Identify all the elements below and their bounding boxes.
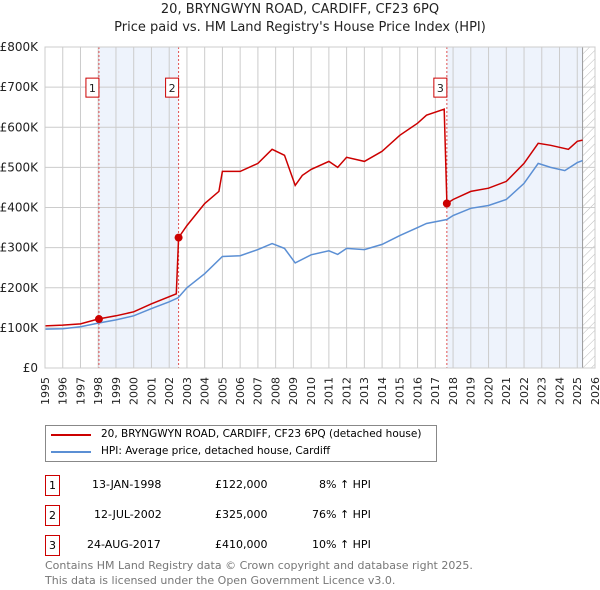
y-tick-label: £300K — [0, 241, 39, 255]
footer-licence: This data is licensed under the Open Gov… — [45, 574, 396, 587]
sale-price: £410,000 — [215, 538, 268, 551]
x-tick-label: 2020 — [482, 377, 495, 405]
x-tick-label: 2016 — [411, 377, 424, 405]
sale-date: 24-AUG-2017 — [87, 538, 161, 551]
x-tick-label: 2008 — [269, 377, 282, 405]
x-tick-label: 2019 — [465, 377, 478, 405]
y-tick-label: £600K — [0, 120, 39, 134]
x-tick-label: 2018 — [447, 377, 460, 405]
x-tick-label: 2007 — [252, 377, 265, 405]
x-tick-label: 1996 — [57, 377, 70, 405]
sale-row: 3 24-AUG-2017 £410,000 10% ↑ HPI — [45, 535, 445, 556]
footer-copyright: Contains HM Land Registry data © Crown c… — [45, 559, 473, 572]
x-tick-label: 2021 — [500, 377, 513, 405]
sale-label-box — [433, 77, 448, 98]
y-tick-label: £700K — [0, 80, 39, 94]
y-tick-label: £200K — [0, 281, 39, 295]
x-tick-label: 2022 — [518, 377, 531, 405]
hpi-line — [44, 159, 583, 330]
sale-hpi: 76% ↑ HPI — [312, 508, 371, 521]
x-tick-label: 2025 — [571, 377, 584, 405]
legend-blue-label: HPI: Average price, detached house, Card… — [101, 445, 331, 457]
x-tick-label: 2013 — [358, 377, 371, 405]
x-tick-label: 2017 — [429, 377, 442, 405]
x-tick-label: 2001 — [145, 377, 158, 405]
x-tick-label: 2004 — [199, 377, 212, 405]
legend-blue-swatch — [51, 450, 91, 453]
x-tick-label: 2005 — [216, 377, 229, 405]
x-tick-label: 2012 — [340, 377, 353, 405]
x-tick-label: 2026 — [589, 377, 600, 405]
legend-red-swatch — [51, 433, 91, 436]
x-tick-label: 2009 — [287, 377, 300, 405]
x-tick-label: 1995 — [39, 377, 52, 405]
sale-row: 2 12-JUL-2002 £325,000 76% ↑ HPI — [45, 505, 445, 526]
x-tick-label: 2023 — [536, 377, 549, 405]
plot-border — [44, 46, 596, 369]
x-tick-label: 2003 — [181, 377, 194, 405]
sale-date: 13-JAN-1998 — [92, 478, 162, 491]
sale-date: 12-JUL-2002 — [94, 508, 162, 521]
sale-hpi: 10% ↑ HPI — [312, 538, 371, 551]
y-tick-label: £400K — [0, 201, 39, 215]
sale-number: 2 — [45, 505, 60, 526]
sale-label-box — [165, 77, 180, 98]
sale-price: £325,000 — [215, 508, 268, 521]
x-tick-label: 2015 — [394, 377, 407, 405]
sale-label: 2 — [169, 82, 176, 95]
x-tick-label: 2000 — [128, 377, 141, 405]
x-tick-label: 1997 — [74, 377, 87, 405]
sale-point — [174, 233, 183, 242]
y-tick-label: £0 — [23, 361, 38, 375]
x-tick-label: 1999 — [110, 377, 123, 405]
x-tick-label: 2002 — [163, 377, 176, 405]
sale-label: 1 — [89, 82, 96, 95]
x-tick-label: 2014 — [376, 377, 389, 405]
chart-subtitle: Price paid vs. HM Land Registry's House … — [114, 20, 486, 35]
sale-price: £122,000 — [215, 478, 268, 491]
chart-title: 20, BRYNGWYN ROAD, CARDIFF, CF23 6PQ — [160, 2, 440, 17]
sale-point — [442, 199, 451, 208]
y-tick-label: £500K — [0, 160, 39, 174]
sale-point — [94, 315, 103, 324]
legend: 20, BRYNGWYN ROAD, CARDIFF, CF23 6PQ (de… — [45, 425, 437, 462]
sale-label: 3 — [437, 82, 444, 95]
sale-number: 1 — [45, 475, 60, 496]
y-tick-label: £800K — [0, 40, 39, 54]
price-paid-line — [44, 108, 583, 327]
x-tick-label: 2011 — [323, 377, 336, 405]
x-tick-label: 1998 — [92, 377, 105, 405]
sale-number: 3 — [45, 535, 60, 556]
x-tick-label: 2006 — [234, 377, 247, 405]
price-chart: 1995 1996 1997 1998 1999 2000 2001 2002 2003 2004… — [0, 40, 600, 405]
y-tick-label: £100K — [0, 321, 39, 335]
sale-row: 1 13-JAN-1998 £122,000 8% ↑ HPI — [45, 475, 445, 496]
x-tick-label: 2010 — [305, 377, 318, 405]
sale-label-box — [85, 77, 100, 98]
legend-red-label: 20, BRYNGWYN ROAD, CARDIFF, CF23 6PQ (de… — [101, 428, 422, 440]
sale-hpi: 8% ↑ HPI — [319, 478, 371, 491]
x-tick-label: 2024 — [553, 377, 566, 405]
